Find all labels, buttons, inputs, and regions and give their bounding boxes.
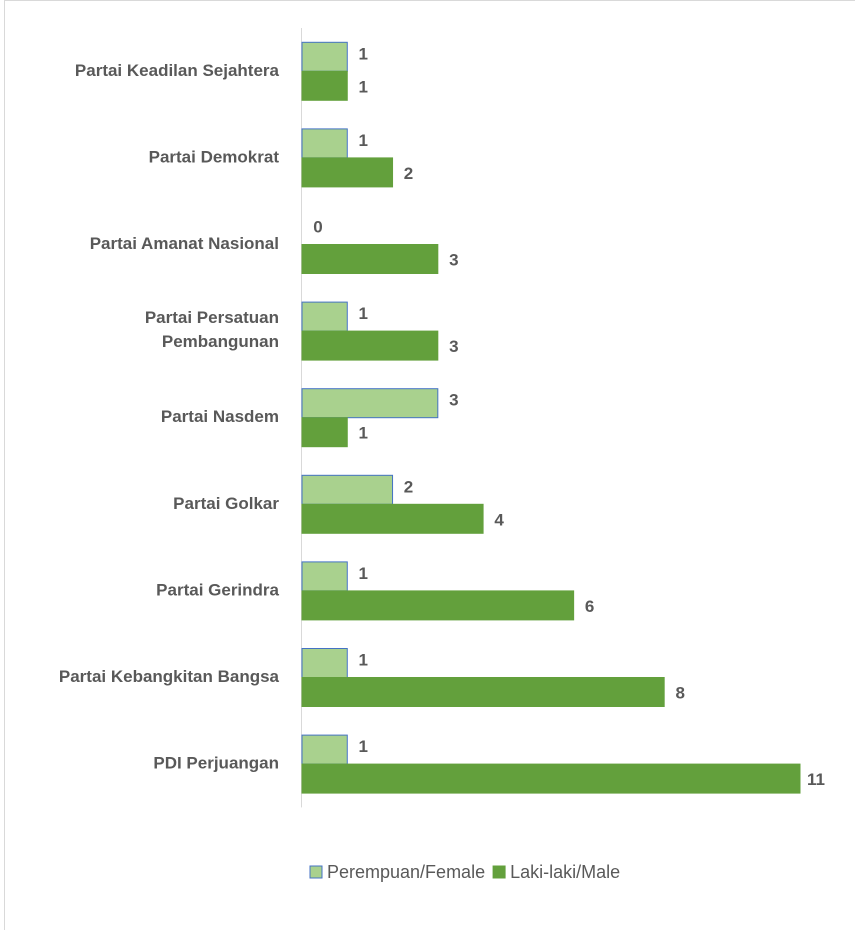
bar xyxy=(301,330,439,361)
category-label: Partai Demokrat xyxy=(149,147,280,166)
legend-label: Laki-laki/Male xyxy=(510,862,620,882)
bar xyxy=(301,677,665,707)
category-label: Partai Gerindra xyxy=(156,580,279,599)
value-label: 3 xyxy=(449,391,458,410)
bar xyxy=(301,503,484,534)
bar xyxy=(301,301,348,332)
category-label: Partai Amanat Nasional xyxy=(90,234,279,253)
legend-label: Perempuan/Female xyxy=(327,862,485,882)
category-label: Partai Kebangkitan Bangsa xyxy=(59,667,280,686)
value-label: 1 xyxy=(359,564,368,583)
category-label: Partai Persatuan Pembangunan xyxy=(145,309,279,352)
bar xyxy=(301,70,348,101)
value-label: 1 xyxy=(359,131,368,150)
value-label: 8 xyxy=(675,683,684,702)
bar xyxy=(301,763,801,794)
bar xyxy=(301,474,394,505)
value-label: 11 xyxy=(807,770,825,789)
value-label: 1 xyxy=(359,424,368,443)
bar xyxy=(301,417,348,448)
value-label: 1 xyxy=(359,304,368,323)
bar xyxy=(301,128,348,159)
value-label: 1 xyxy=(359,737,368,756)
bar xyxy=(301,244,439,274)
bar xyxy=(301,734,348,765)
category-label: Partai Nasdem xyxy=(161,407,279,426)
category-label: Partai Golkar xyxy=(173,494,279,513)
value-label: 0 xyxy=(313,217,322,236)
bar xyxy=(301,41,348,72)
value-label: 1 xyxy=(359,77,368,96)
chart-border xyxy=(4,0,855,930)
value-label: 6 xyxy=(585,597,594,616)
category-label: Partai Keadilan Sejahtera xyxy=(75,61,280,80)
bar xyxy=(301,561,348,592)
value-label: 3 xyxy=(449,337,458,356)
value-label: 1 xyxy=(359,650,368,669)
value-label: 2 xyxy=(404,164,413,183)
bar xyxy=(301,157,394,188)
bar xyxy=(301,388,439,419)
legend-swatch xyxy=(309,865,323,879)
legend-swatch xyxy=(492,865,506,879)
value-label: 3 xyxy=(449,250,458,269)
bar xyxy=(301,590,575,621)
category-label: PDI Perjuangan xyxy=(153,754,279,773)
value-label: 1 xyxy=(359,44,368,63)
bar xyxy=(301,648,348,678)
value-label: 2 xyxy=(404,477,413,496)
value-label: 4 xyxy=(494,510,504,529)
